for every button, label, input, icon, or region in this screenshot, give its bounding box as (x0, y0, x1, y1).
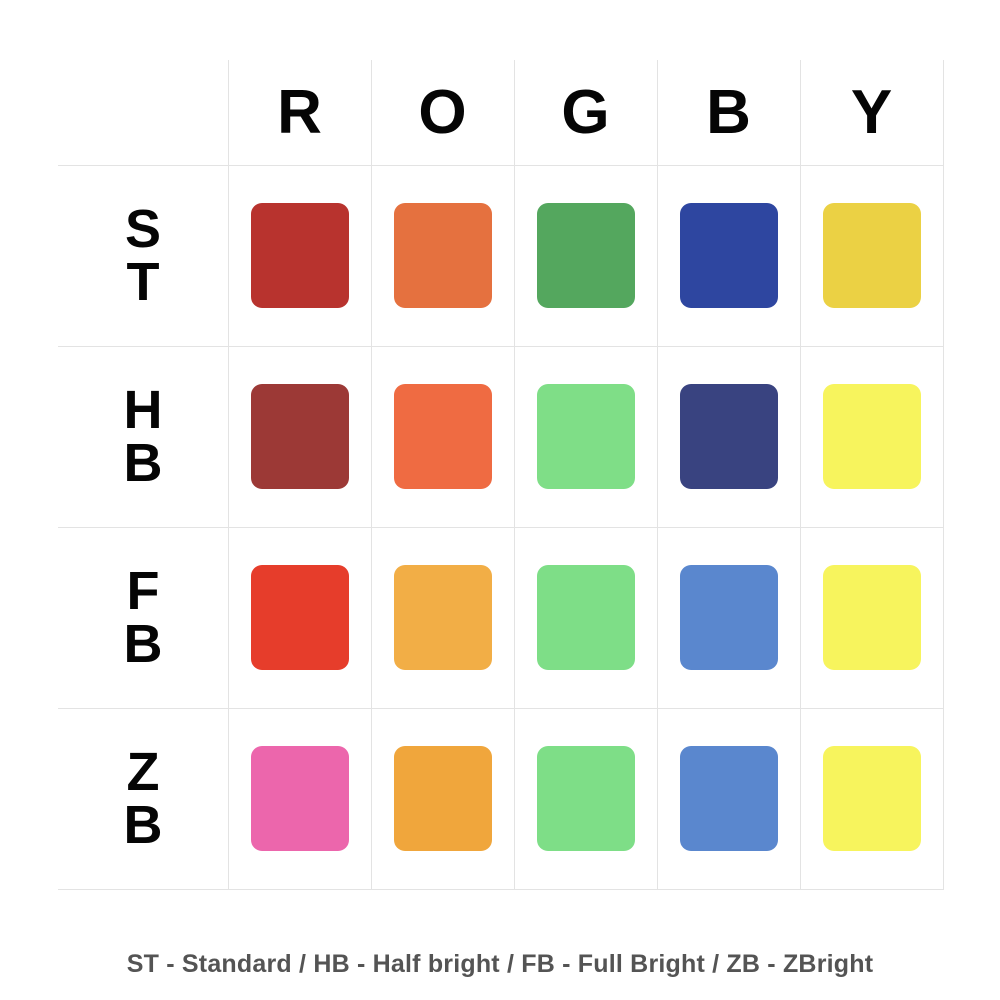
swatch-st-red[interactable] (250, 203, 349, 308)
cell-fb-b[interactable] (657, 527, 800, 708)
swatch-hb-green[interactable] (536, 384, 635, 489)
row-header-st-line1: S (124, 198, 162, 259)
row-header-hb-line2: B (123, 432, 163, 493)
column-header-yellow: Y (850, 77, 893, 147)
cell-zb-r[interactable] (228, 708, 371, 889)
swatch-fb-red[interactable] (250, 565, 349, 670)
swatch-zb-orange[interactable] (393, 746, 492, 851)
column-header-red: R (277, 77, 322, 147)
row-header-hb: H B (58, 346, 228, 527)
swatch-fb-blue[interactable] (679, 565, 778, 670)
column-header-blue: B (706, 77, 751, 147)
cell-hb-b[interactable] (657, 346, 800, 527)
row-header-hb-line1: H (123, 379, 163, 440)
row-header-zb-line1: Z (126, 741, 160, 802)
row-header-zb-line2: B (123, 794, 163, 855)
cell-st-g[interactable] (514, 165, 657, 346)
row-header-st-line2: T (126, 251, 160, 312)
swatch-fb-yellow[interactable] (822, 565, 921, 670)
swatch-hb-yellow[interactable] (822, 384, 921, 489)
legend-caption: ST - Standard / HB - Half bright / FB - … (126, 950, 874, 978)
cell-zb-y[interactable] (800, 708, 943, 889)
swatch-hb-red[interactable] (250, 384, 349, 489)
row-header-fb: F B (58, 527, 228, 708)
cell-zb-g[interactable] (514, 708, 657, 889)
cell-zb-o[interactable] (371, 708, 514, 889)
swatch-st-green[interactable] (536, 203, 635, 308)
grid-vline (943, 60, 944, 890)
row-header-zb: Z B (58, 708, 228, 889)
column-header-orange: O (418, 77, 467, 147)
row-header-fb-line1: F (126, 560, 160, 621)
cell-st-r[interactable] (228, 165, 371, 346)
cell-hb-o[interactable] (371, 346, 514, 527)
swatch-st-blue[interactable] (679, 203, 778, 308)
cell-st-y[interactable] (800, 165, 943, 346)
swatch-st-yellow[interactable] (822, 203, 921, 308)
cell-zb-b[interactable] (657, 708, 800, 889)
column-header-green: G (561, 77, 610, 147)
cell-hb-y[interactable] (800, 346, 943, 527)
swatch-hb-blue[interactable] (679, 384, 778, 489)
swatch-st-orange[interactable] (393, 203, 492, 308)
swatch-zb-yellow[interactable] (822, 746, 921, 851)
cell-fb-o[interactable] (371, 527, 514, 708)
grid-hline (58, 889, 943, 890)
swatch-zb-green[interactable] (536, 746, 635, 851)
row-header-fb-line2: B (123, 613, 163, 674)
swatch-fb-green[interactable] (536, 565, 635, 670)
row-header-st: S T (58, 165, 228, 346)
cell-fb-g[interactable] (514, 527, 657, 708)
cell-hb-g[interactable] (514, 346, 657, 527)
cell-st-o[interactable] (371, 165, 514, 346)
swatch-hb-orange[interactable] (393, 384, 492, 489)
cell-fb-r[interactable] (228, 527, 371, 708)
cell-hb-r[interactable] (228, 346, 371, 527)
cell-st-b[interactable] (657, 165, 800, 346)
swatch-fb-orange[interactable] (393, 565, 492, 670)
swatch-zb-red[interactable] (250, 746, 349, 851)
swatch-zb-blue[interactable] (679, 746, 778, 851)
cell-fb-y[interactable] (800, 527, 943, 708)
